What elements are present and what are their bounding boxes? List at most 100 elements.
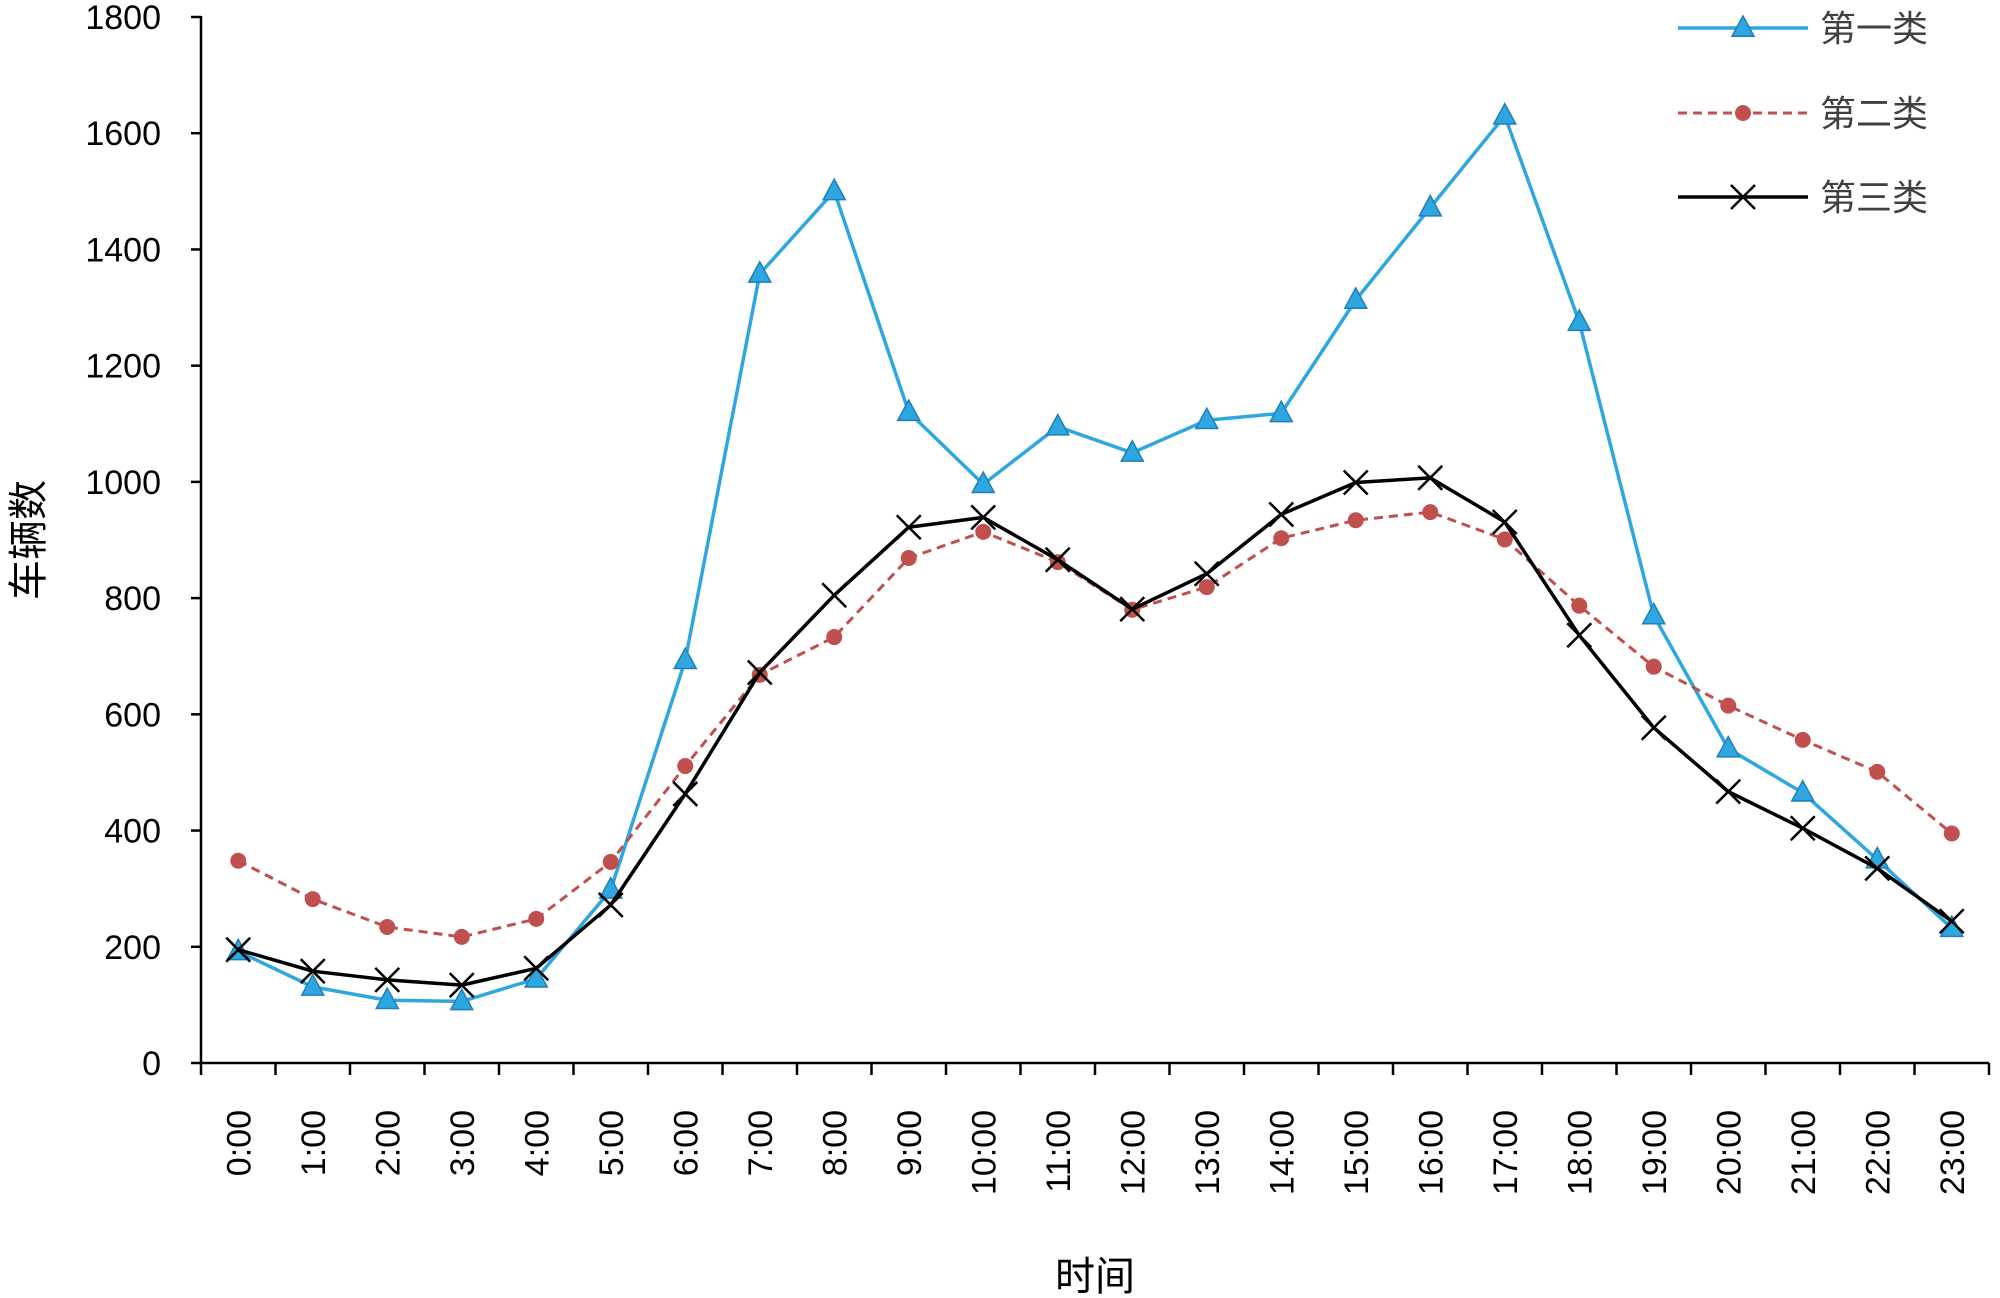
data-point xyxy=(1790,779,1816,802)
data-point xyxy=(1566,308,1592,332)
data-point xyxy=(374,967,401,993)
x-tick-label: 10:00 xyxy=(965,1110,1003,1195)
data-point xyxy=(379,919,396,936)
data-point xyxy=(225,936,252,963)
data-point xyxy=(453,928,470,945)
y-tick-label: 800 xyxy=(104,580,161,618)
x-tick-label: 12:00 xyxy=(1114,1110,1152,1195)
data-point xyxy=(1198,579,1215,596)
data-point xyxy=(304,891,321,908)
data-point xyxy=(1273,530,1290,547)
legend-marker xyxy=(1730,14,1756,37)
x-tick-label: 7:00 xyxy=(742,1110,780,1176)
x-tick-label: 22:00 xyxy=(1859,1110,1897,1195)
data-point xyxy=(1045,413,1071,436)
data-point xyxy=(746,659,773,686)
x-tick-label: 5:00 xyxy=(593,1110,631,1176)
data-point xyxy=(672,781,699,807)
data-point xyxy=(1492,102,1518,125)
legend-label: 第三类 xyxy=(1820,178,1928,219)
x-tick-label: 17:00 xyxy=(1487,1110,1525,1195)
legend-marker xyxy=(1730,184,1756,210)
data-point xyxy=(1347,512,1364,529)
data-point xyxy=(677,758,694,775)
data-point xyxy=(528,910,545,927)
data-point xyxy=(1417,193,1443,217)
data-point xyxy=(523,965,549,988)
y-tick-label: 1600 xyxy=(85,115,161,153)
data-point xyxy=(1794,731,1811,748)
data-point xyxy=(1641,601,1667,625)
y-tick-label: 1800 xyxy=(85,0,161,37)
data-point xyxy=(1268,399,1294,423)
data-point xyxy=(1640,714,1667,741)
legend-label: 第一类 xyxy=(1820,9,1928,50)
series-2 xyxy=(230,504,1960,945)
x-tick-label: 16:00 xyxy=(1412,1110,1450,1195)
legend-entry: 第三类 xyxy=(1678,178,1928,219)
data-point xyxy=(672,646,698,670)
series-1 xyxy=(225,102,1965,1011)
x-tick-label: 19:00 xyxy=(1636,1110,1674,1195)
data-point xyxy=(826,629,843,646)
data-point xyxy=(1491,509,1518,535)
data-point xyxy=(598,876,624,899)
data-point xyxy=(1943,825,1960,842)
data-point xyxy=(1571,597,1588,614)
legend-entry: 第一类 xyxy=(1678,9,1928,50)
y-axis-title: 车辆数 xyxy=(6,480,52,600)
series-line xyxy=(237,114,1953,1004)
x-tick-label: 1:00 xyxy=(295,1110,333,1176)
data-point xyxy=(1342,469,1369,496)
data-point xyxy=(970,470,996,494)
data-point xyxy=(1417,464,1444,491)
x-tick-label: 11:00 xyxy=(1040,1110,1078,1193)
data-point xyxy=(1268,501,1295,528)
y-tick-label: 600 xyxy=(104,696,161,734)
x-tick-label: 0:00 xyxy=(220,1110,258,1176)
data-point xyxy=(1044,546,1071,573)
x-axis-ticks: 0:00 1:00 2:00 3:00 4:00 5:00 6:00 7:00 8:00 9:00… xyxy=(199,1063,1991,1195)
data-point xyxy=(1864,855,1891,882)
data-point xyxy=(1566,622,1593,649)
data-point xyxy=(449,987,475,1011)
data-point xyxy=(1193,560,1220,587)
data-point xyxy=(1119,439,1145,462)
x-tick-label: 18:00 xyxy=(1561,1110,1599,1195)
x-tick-label: 3:00 xyxy=(444,1110,482,1176)
x-axis-title: 时间 xyxy=(1055,1254,1135,1298)
data-point xyxy=(747,260,773,283)
data-point xyxy=(523,955,550,982)
y-axis-ticks: 0 200 400 600 800 1000 1200 1400 1600 1800 xyxy=(85,0,201,1083)
data-point xyxy=(1715,778,1742,805)
data-point xyxy=(1343,286,1369,310)
x-tick-label: 20:00 xyxy=(1710,1110,1748,1195)
data-point xyxy=(975,523,992,540)
data-point xyxy=(448,972,475,999)
x-tick-label: 13:00 xyxy=(1189,1110,1227,1195)
x-tick-label: 9:00 xyxy=(891,1110,929,1176)
data-point xyxy=(1119,596,1146,623)
x-tick-label: 14:00 xyxy=(1263,1110,1301,1195)
data-point xyxy=(374,986,400,1010)
data-point xyxy=(1869,763,1886,780)
x-tick-label: 8:00 xyxy=(816,1110,854,1176)
data-point xyxy=(1789,815,1816,842)
data-point xyxy=(597,892,624,918)
x-tick-label: 2:00 xyxy=(369,1110,407,1176)
data-point xyxy=(1422,504,1439,521)
axes xyxy=(199,16,1989,1065)
data-point xyxy=(970,504,997,531)
x-tick-label: 6:00 xyxy=(667,1110,705,1176)
data-point xyxy=(300,973,326,996)
data-point xyxy=(1194,406,1220,430)
data-point xyxy=(1720,697,1737,714)
data-point xyxy=(821,582,848,609)
data-point xyxy=(230,852,247,869)
y-tick-label: 1200 xyxy=(85,348,161,386)
data-point xyxy=(821,177,847,201)
y-tick-label: 0 xyxy=(142,1045,161,1083)
plot-area xyxy=(225,102,1965,1011)
